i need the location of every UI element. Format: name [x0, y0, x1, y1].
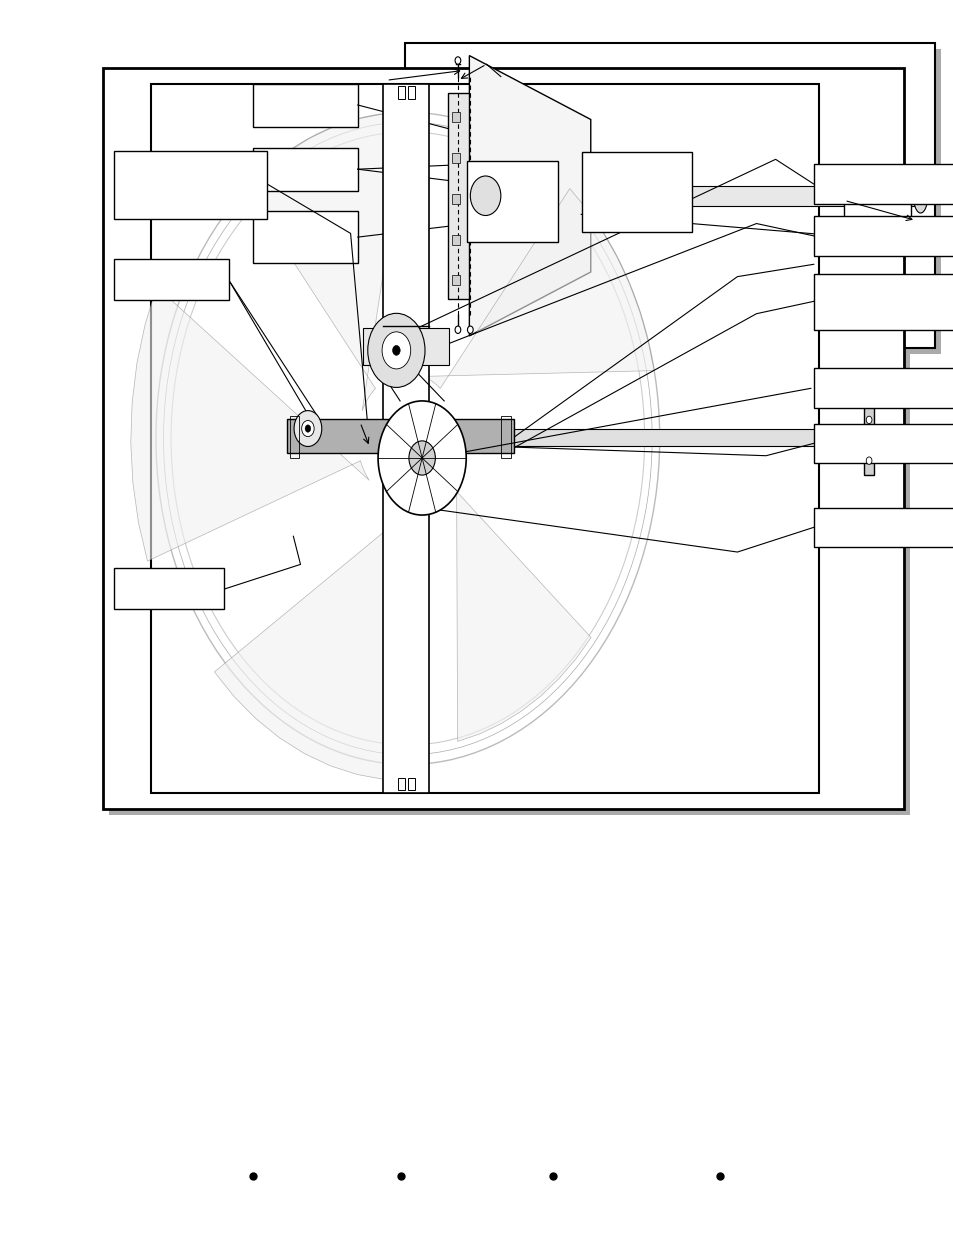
Circle shape: [381, 332, 410, 369]
Circle shape: [393, 346, 400, 356]
Ellipse shape: [913, 179, 926, 214]
Circle shape: [409, 441, 435, 475]
Bar: [287, 419, 513, 453]
Bar: [863, 401, 873, 475]
Bar: [500, 416, 510, 458]
Bar: [362, 329, 448, 366]
Polygon shape: [214, 501, 420, 779]
Polygon shape: [469, 56, 590, 336]
Circle shape: [865, 416, 871, 424]
Bar: [813, 216, 953, 256]
Bar: [253, 148, 357, 191]
Bar: [411, 49, 940, 354]
Bar: [452, 112, 459, 122]
Bar: [151, 84, 818, 793]
Bar: [843, 180, 910, 220]
Circle shape: [294, 410, 321, 447]
Bar: [813, 424, 953, 463]
Bar: [813, 274, 953, 330]
Polygon shape: [423, 189, 654, 389]
Bar: [452, 235, 459, 245]
Bar: [407, 86, 414, 99]
Bar: [452, 275, 459, 285]
Circle shape: [367, 314, 424, 388]
Circle shape: [171, 132, 644, 745]
Circle shape: [865, 457, 871, 464]
Bar: [407, 778, 414, 790]
Bar: [581, 152, 691, 232]
Polygon shape: [131, 287, 369, 561]
Bar: [508, 429, 865, 446]
Bar: [448, 93, 469, 299]
Bar: [253, 211, 357, 263]
Circle shape: [467, 326, 473, 333]
Circle shape: [455, 326, 460, 333]
Bar: [813, 508, 953, 547]
Bar: [452, 194, 459, 204]
Polygon shape: [246, 112, 407, 411]
Bar: [114, 259, 229, 300]
Bar: [290, 416, 299, 458]
Bar: [452, 153, 459, 163]
Circle shape: [470, 177, 500, 216]
Bar: [103, 68, 903, 809]
Bar: [382, 84, 428, 793]
Bar: [114, 568, 224, 609]
Bar: [253, 84, 357, 127]
Bar: [813, 164, 953, 204]
Circle shape: [377, 401, 466, 515]
Circle shape: [305, 425, 311, 432]
Bar: [398, 778, 404, 790]
Circle shape: [301, 420, 314, 437]
Bar: [813, 368, 953, 408]
Circle shape: [155, 112, 659, 764]
Circle shape: [455, 57, 460, 64]
Polygon shape: [446, 456, 591, 741]
Bar: [114, 151, 267, 219]
Bar: [109, 74, 909, 815]
Bar: [398, 86, 404, 99]
Bar: [467, 162, 558, 242]
Bar: [405, 43, 934, 348]
